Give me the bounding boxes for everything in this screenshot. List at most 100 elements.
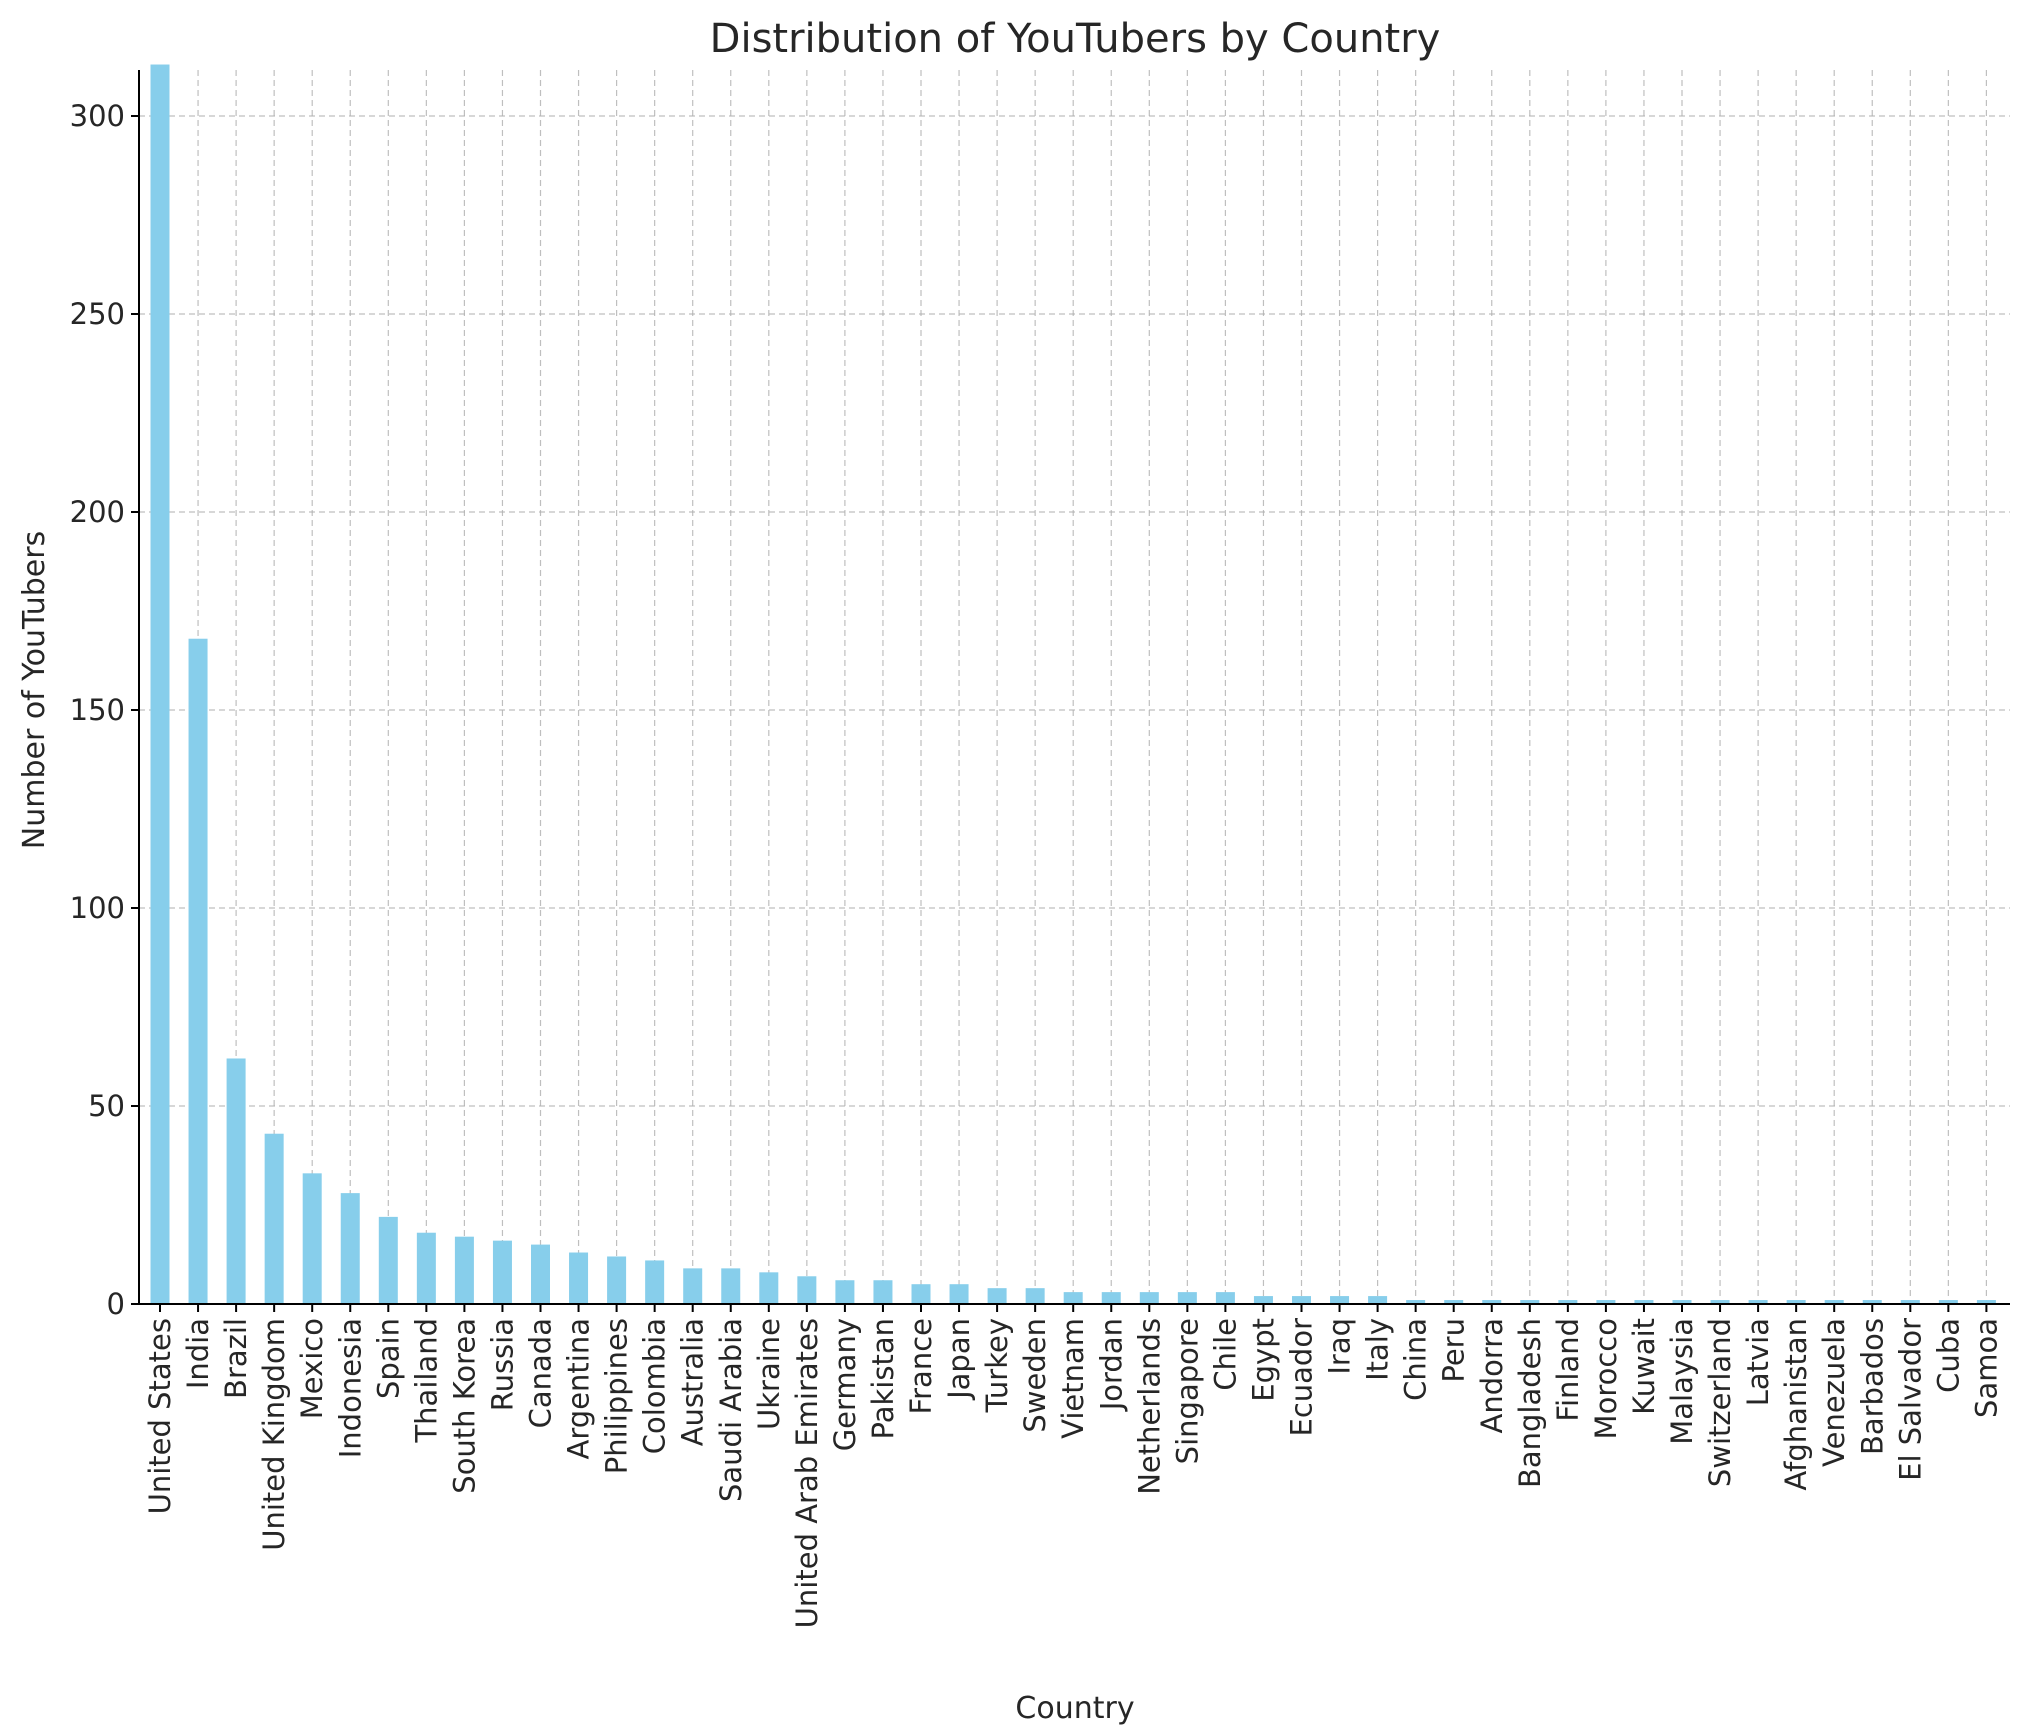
bar xyxy=(1672,1300,1692,1304)
y-tick-label: 100 xyxy=(70,891,125,925)
bar xyxy=(188,638,208,1304)
grid xyxy=(139,70,2010,1304)
x-tick-label: Cuba xyxy=(1931,1318,1965,1393)
y-tick-label: 0 xyxy=(107,1287,125,1321)
bar xyxy=(1101,1292,1121,1304)
bar xyxy=(1444,1300,1464,1304)
bar xyxy=(531,1244,550,1304)
x-tick-label: Latvia xyxy=(1741,1318,1775,1406)
x-tick-label: Mexico xyxy=(295,1318,329,1419)
x-tick-label: Peru xyxy=(1437,1318,1471,1383)
x-tick-label: Spain xyxy=(371,1318,405,1399)
x-tick-label: Finland xyxy=(1551,1318,1585,1422)
x-tick-label: Philippines xyxy=(600,1318,634,1474)
bar xyxy=(607,1256,627,1304)
bar xyxy=(1824,1300,1844,1304)
x-tick-label: Sweden xyxy=(1018,1318,1052,1433)
bar xyxy=(454,1236,474,1304)
x-tick-label: Jordan xyxy=(1094,1318,1128,1412)
x-tick-label: Singapore xyxy=(1170,1318,1204,1464)
bar xyxy=(1634,1300,1654,1304)
bar xyxy=(226,1058,246,1304)
x-tick-label: El Salvador xyxy=(1893,1318,1927,1481)
x-tick-label: Egypt xyxy=(1246,1318,1280,1402)
x-tick-label: Morocco xyxy=(1589,1318,1623,1439)
x-tick-label: France xyxy=(904,1318,938,1414)
x-tick-label: United Arab Emirates xyxy=(790,1318,824,1628)
x-tick-label: Germany xyxy=(828,1318,862,1451)
bar xyxy=(1596,1300,1616,1304)
bar xyxy=(1862,1300,1882,1304)
bar xyxy=(645,1260,665,1304)
bar xyxy=(759,1272,779,1304)
bar xyxy=(150,64,170,1304)
axes xyxy=(138,70,2010,1305)
x-tick-label: Thailand xyxy=(409,1318,443,1444)
bar xyxy=(1900,1300,1920,1304)
x-tick-label: Afghanistan xyxy=(1779,1318,1813,1491)
y-axis-label: Number of YouTubers xyxy=(17,531,52,849)
x-tick-label: Netherlands xyxy=(1132,1318,1166,1495)
x-tick-label: United States xyxy=(143,1318,177,1514)
x-tick-label: Brazil xyxy=(219,1318,253,1399)
x-tick-label: Japan xyxy=(942,1318,976,1401)
y-ticks: 0 50 100 150 200 250 300 xyxy=(70,99,139,1321)
bar xyxy=(1177,1292,1197,1304)
bars xyxy=(150,64,1996,1304)
x-tick-label: Pakistan xyxy=(866,1318,900,1439)
x-tick-label: Australia xyxy=(676,1318,710,1446)
x-tick-label: Chile xyxy=(1208,1318,1242,1391)
chart-title: Distribution of YouTubers by Country xyxy=(710,16,1441,62)
x-axis-label: Country xyxy=(1015,1691,1134,1726)
bar xyxy=(1976,1300,1996,1304)
x-tick-label: Malaysia xyxy=(1665,1318,1699,1445)
x-tick-label: Vietnam xyxy=(1056,1318,1090,1439)
bar xyxy=(264,1133,284,1304)
bar xyxy=(1139,1292,1159,1304)
x-tick-label: Ukraine xyxy=(752,1318,786,1430)
bar xyxy=(1406,1300,1426,1304)
x-tick-label: Canada xyxy=(524,1318,558,1428)
bar xyxy=(1330,1296,1350,1304)
bar xyxy=(1025,1288,1045,1304)
bar xyxy=(1253,1296,1273,1304)
x-tick-label: India xyxy=(181,1318,215,1389)
bar xyxy=(1063,1292,1083,1304)
x-tick-label: Samoa xyxy=(1969,1318,2003,1418)
bar xyxy=(1368,1296,1388,1304)
bar xyxy=(1558,1300,1578,1304)
x-ticks: United States India Brazil United Kingdom Me… xyxy=(143,1304,2003,1628)
y-tick-label: 300 xyxy=(70,99,125,133)
bar xyxy=(949,1284,969,1304)
x-tick-label: Venezuela xyxy=(1817,1318,1851,1467)
bar xyxy=(378,1216,398,1304)
x-tick-label: China xyxy=(1399,1318,1433,1401)
x-tick-label: Andorra xyxy=(1475,1318,1509,1433)
x-tick-label: Bangladesh xyxy=(1513,1318,1547,1488)
x-tick-label: Ecuador xyxy=(1285,1318,1319,1437)
bar xyxy=(416,1232,436,1304)
bar xyxy=(987,1288,1007,1304)
x-tick-label: United Kingdom xyxy=(257,1318,291,1551)
x-tick-label: Barbados xyxy=(1855,1318,1889,1455)
bar xyxy=(1292,1296,1311,1304)
y-tick-label: 200 xyxy=(70,495,125,529)
bar xyxy=(835,1280,855,1304)
bar xyxy=(1786,1300,1806,1304)
x-tick-label: Russia xyxy=(485,1318,519,1411)
bar xyxy=(1215,1292,1235,1304)
bar xyxy=(340,1193,360,1304)
bar xyxy=(1710,1300,1730,1304)
x-tick-label: Kuwait xyxy=(1627,1318,1661,1415)
x-tick-label: Argentina xyxy=(562,1318,596,1459)
bar xyxy=(302,1173,322,1304)
bar xyxy=(492,1240,512,1304)
x-tick-label: Iraq xyxy=(1323,1318,1357,1375)
x-tick-label: Colombia xyxy=(638,1318,672,1454)
bar xyxy=(721,1268,741,1304)
x-tick-label: Italy xyxy=(1361,1318,1395,1381)
bar xyxy=(873,1280,893,1304)
bar xyxy=(683,1268,703,1304)
x-tick-label: Switzerland xyxy=(1703,1318,1737,1487)
